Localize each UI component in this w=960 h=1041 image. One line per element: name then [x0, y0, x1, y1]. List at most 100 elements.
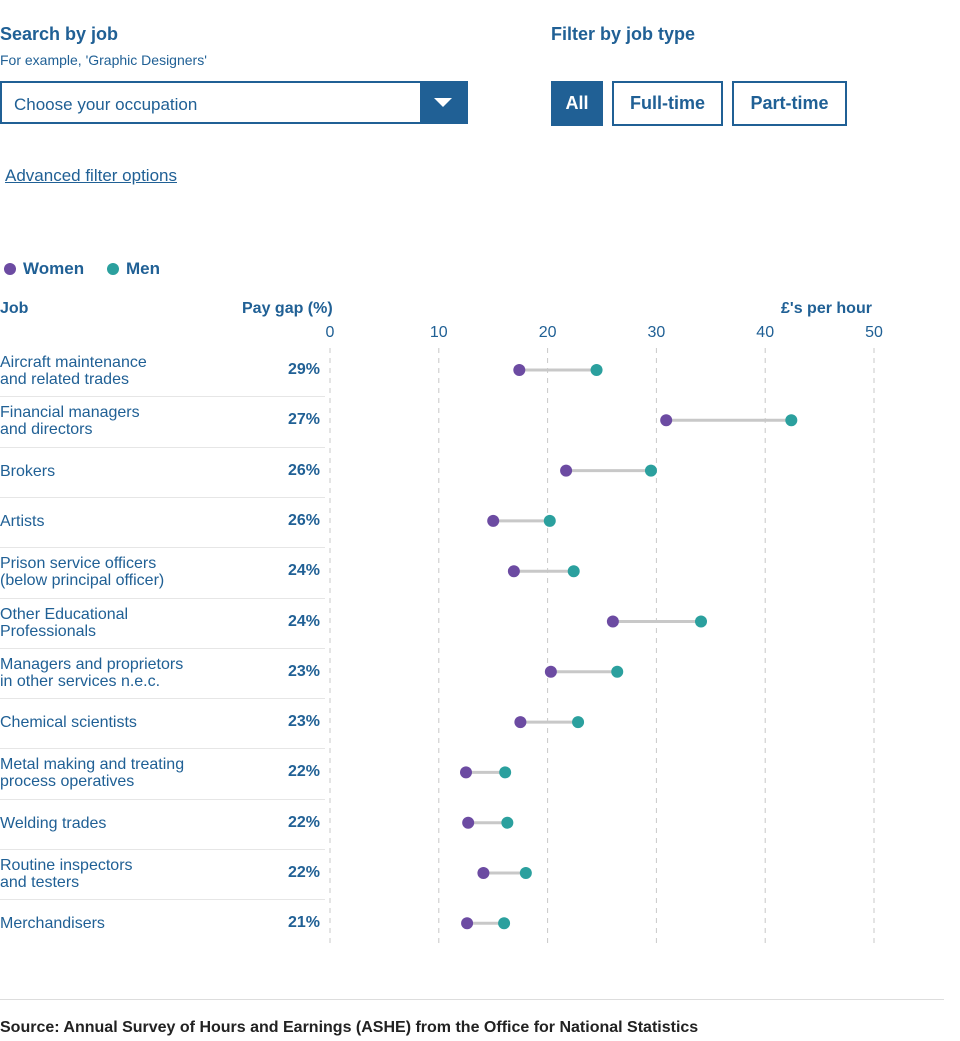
job-name-line: Professionals — [0, 622, 97, 640]
job-name: Other Educational Professionals — [0, 606, 230, 640]
men-point[interactable] — [785, 414, 798, 427]
x-tick-label: 40 — [756, 324, 775, 341]
search-heading: Search by job — [0, 24, 119, 44]
job-name: Chemical scientists — [0, 714, 230, 731]
men-point[interactable] — [695, 615, 708, 628]
pay-gap-value: 24% — [287, 562, 320, 580]
job-name-line: Metal making and treating — [0, 756, 185, 774]
job-name-line: Welding trades — [0, 814, 107, 832]
men-point[interactable] — [590, 364, 603, 376]
women-point[interactable] — [513, 364, 526, 376]
legend-women: Women — [4, 259, 84, 279]
job-column-header: Job — [0, 300, 29, 317]
chevron-down-icon — [434, 98, 452, 107]
pay-gap-value: 23% — [287, 713, 320, 731]
search-hint: For example, 'Graphic Designers' — [0, 52, 207, 68]
women-point[interactable] — [460, 766, 472, 779]
pay-gap-value: 23% — [287, 662, 320, 680]
job-name-line: Prison service officers — [0, 555, 157, 573]
dropdown-toggle[interactable] — [420, 83, 466, 122]
men-point[interactable] — [611, 665, 624, 678]
men-point[interactable] — [498, 917, 511, 930]
women-point[interactable] — [487, 514, 500, 527]
women-point[interactable] — [507, 565, 520, 578]
filter-all-button[interactable]: All — [551, 81, 603, 126]
row-divider — [0, 899, 325, 901]
job-name-line: Brokers — [0, 462, 56, 480]
pay-gap-value: 26% — [287, 511, 320, 529]
row-divider — [0, 597, 325, 599]
row-divider — [0, 849, 325, 850]
legend-men-label: Men — [126, 259, 160, 278]
x-tick-label: 0 — [325, 324, 335, 341]
job-name-line: in other services n.e.c. — [0, 672, 161, 690]
job-name: Aircraft maintenance and related trades — [0, 354, 230, 388]
pay-gap-value: 27% — [287, 411, 320, 429]
women-point[interactable] — [660, 414, 673, 427]
occupation-select-value: Choose your occupation — [14, 95, 198, 114]
row-divider — [0, 698, 325, 700]
source-note: Source: Annual Survey of Hours and Earni… — [0, 1019, 699, 1036]
job-name-line: Financial managers — [0, 404, 140, 422]
filter-part-time-button[interactable]: Part-time — [732, 81, 847, 126]
row-divider — [0, 547, 325, 549]
pay-gap-value: 22% — [287, 864, 320, 881]
row-divider — [0, 647, 325, 649]
pay-gap-value: 26% — [287, 461, 320, 479]
x-axis-title: £'s per hour — [781, 300, 872, 317]
pay-gap-value: 29% — [287, 361, 320, 378]
job-name: Welding trades — [0, 815, 230, 832]
job-name: Routine inspectors and testers — [0, 857, 230, 891]
women-point[interactable] — [461, 917, 474, 930]
men-point[interactable] — [519, 867, 532, 879]
row-divider — [0, 748, 325, 750]
x-tick-label: 50 — [865, 324, 883, 341]
job-name: Metal making and treating process operati… — [0, 756, 230, 790]
men-point[interactable] — [572, 716, 585, 729]
job-name: Prison service officers (below principal … — [0, 555, 230, 589]
job-name-line: Routine inspectors — [0, 857, 133, 874]
job-name-line: Artists — [0, 512, 45, 530]
legend-men: Men — [107, 259, 160, 279]
legend-women-label: Women — [23, 259, 85, 278]
x-tick-label: 20 — [538, 324, 557, 341]
footer-divider — [0, 999, 944, 1000]
women-point[interactable] — [462, 816, 475, 829]
men-point[interactable] — [543, 514, 556, 527]
men-point[interactable] — [567, 565, 580, 578]
job-name: Artists — [0, 513, 230, 530]
occupation-select[interactable]: Choose your occupation — [0, 81, 468, 124]
row-divider — [0, 798, 325, 800]
men-point[interactable] — [501, 816, 514, 829]
women-point[interactable] — [606, 615, 619, 628]
x-tick-label: 30 — [647, 324, 666, 341]
women-dot-icon — [4, 263, 16, 275]
row-divider — [0, 496, 325, 498]
men-dot-icon — [107, 263, 119, 275]
x-tick-label: 10 — [429, 324, 448, 341]
row-divider — [0, 396, 325, 398]
job-name-line: and related trades — [0, 371, 129, 388]
men-point[interactable] — [644, 464, 657, 477]
job-name-line: Aircraft maintenance — [0, 354, 147, 371]
pay-gap-value: 21% — [287, 914, 320, 932]
job-name-line: Merchandisers — [0, 915, 105, 933]
filter-heading: Filter by job type — [551, 24, 696, 44]
women-point[interactable] — [477, 867, 490, 879]
job-name-line: Chemical scientists — [0, 714, 137, 732]
pay-gap-column-header: Pay gap (%) — [242, 300, 333, 317]
men-point[interactable] — [499, 766, 512, 779]
women-point[interactable] — [560, 464, 573, 477]
job-name: Brokers — [0, 463, 230, 480]
job-name: Managers and proprietors in other service… — [0, 656, 230, 690]
job-name-line: (below principal officer) — [0, 572, 165, 590]
pay-gap-value: 24% — [287, 612, 320, 630]
advanced-filter-link[interactable]: Advanced filter options — [5, 166, 177, 185]
row-divider — [0, 446, 325, 448]
pay-gap-value: 22% — [287, 813, 320, 831]
women-point[interactable] — [514, 716, 527, 729]
filter-full-time-button[interactable]: Full-time — [612, 81, 723, 126]
women-point[interactable] — [544, 665, 557, 678]
job-name: Financial managers and directors — [0, 404, 230, 438]
job-name-line: Managers and proprietors — [0, 655, 184, 673]
